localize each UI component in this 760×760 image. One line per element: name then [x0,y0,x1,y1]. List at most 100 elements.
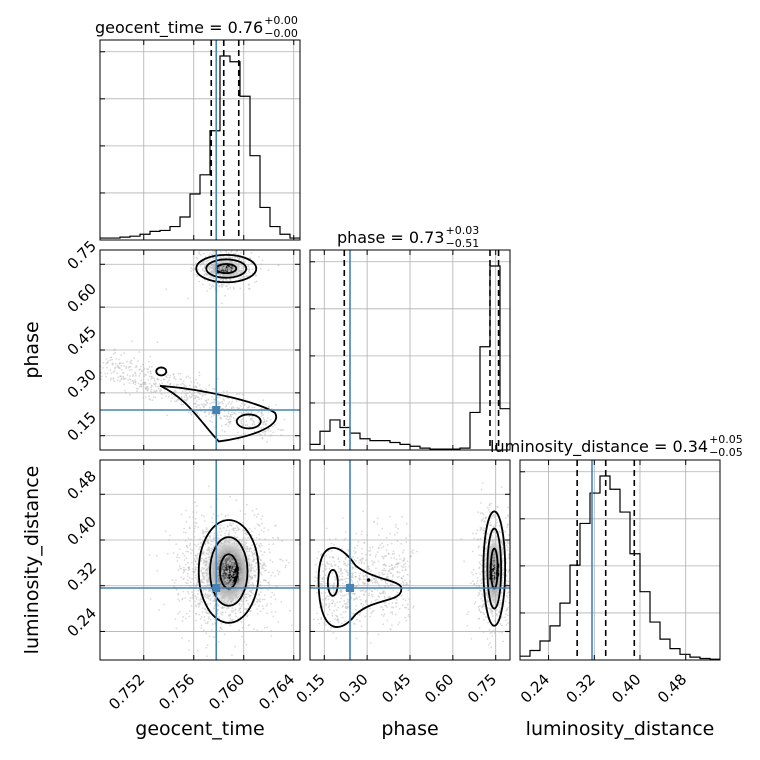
scatter-point [247,593,250,596]
scatter-point [260,529,263,532]
scatter-point [368,594,370,597]
scatter-point [255,516,258,518]
scatter-point [241,574,244,577]
scatter-point [483,618,485,621]
scatter-point [235,556,238,558]
scatter-point [255,580,258,582]
scatter-point [488,550,491,553]
scatter-point [368,592,371,595]
scatter-point [354,571,357,574]
scatter-point [246,424,249,426]
scatter-point [229,257,232,259]
scatter-point [339,600,341,603]
scatter-point [282,560,284,562]
scatter-point [472,569,475,571]
panel-frame-2d [99,459,301,661]
scatter-point [480,597,483,600]
scatter-point [385,536,388,539]
scatter-point [334,618,336,620]
scatter-point [247,411,250,414]
scatter-point [362,572,365,574]
scatter-point [257,513,260,516]
scatter-point [226,580,229,583]
scatter-point [194,554,197,557]
scatter-point [484,554,487,557]
scatter-point [478,627,481,629]
scatter-point [313,618,315,621]
tick-label-y: 0.40 [64,513,100,549]
scatter-point [389,595,391,598]
scatter-point [388,565,391,568]
scatter-point [259,267,262,270]
scatter-point [234,256,237,259]
scatter-point [211,580,214,583]
scatter-point [507,606,509,609]
scatter-point [120,375,122,378]
scatter-point [165,288,168,291]
scatter-point [187,537,190,539]
scatter-point [183,398,186,401]
scatter-point [493,632,496,634]
scatter-point [232,569,234,572]
scatter-point [116,372,118,375]
scatter-point [356,598,359,600]
scatter-point [238,553,240,556]
scatter-point [324,599,327,601]
scatter-point [220,513,223,515]
scatter-point [472,573,475,576]
scatter-point [248,415,251,418]
scatter-point [246,547,249,550]
scatter-point [118,358,120,361]
scatter-point [213,597,216,600]
scatter-point [502,640,504,643]
scatter-point [248,590,251,593]
scatter-point [212,257,214,259]
scatter-point [232,522,235,525]
scatter-point [492,601,495,604]
scatter-point [492,599,495,601]
scatter-point [225,545,228,547]
scatter-point [224,590,227,592]
scatter-point [251,406,254,409]
scatter-point [196,275,199,277]
scatter-point [356,581,359,583]
contour-ellipse [205,258,248,279]
scatter-point [149,598,152,600]
scatter-point [187,579,189,582]
scatter-point [183,569,185,572]
scatter-point [251,589,254,591]
scatter-point [221,268,224,271]
scatter-point [154,385,157,388]
scatter-point [120,364,123,367]
scatter-point [324,591,327,594]
scatter-point [507,580,510,583]
scatter-point [238,392,241,395]
scatter-point [208,485,210,488]
scatter-point [213,272,215,275]
scatter-point [195,545,198,548]
scatter-point [174,378,177,381]
scatter-point [248,574,250,577]
scatter-point [384,580,387,583]
scatter-point [407,608,410,611]
scatter-point [206,578,208,581]
scatter-point [250,550,253,553]
scatter-point [237,596,240,599]
scatter-point [400,565,403,568]
scatter-point [229,270,232,272]
scatter-point [378,574,381,577]
scatter-point [324,574,327,577]
scatter-point [233,572,236,575]
scatter-point [389,568,391,571]
scatter-point [398,554,401,557]
scatter-point [495,613,498,616]
panel-title: geocent_time = 0.76 [95,18,263,38]
scatter-point [492,571,495,574]
scatter-point [491,593,494,596]
contour-ellipse [195,253,258,284]
scatter-point [238,603,241,606]
scatter-point [484,552,487,555]
scatter-point [251,509,254,512]
scatter-point [357,541,360,543]
